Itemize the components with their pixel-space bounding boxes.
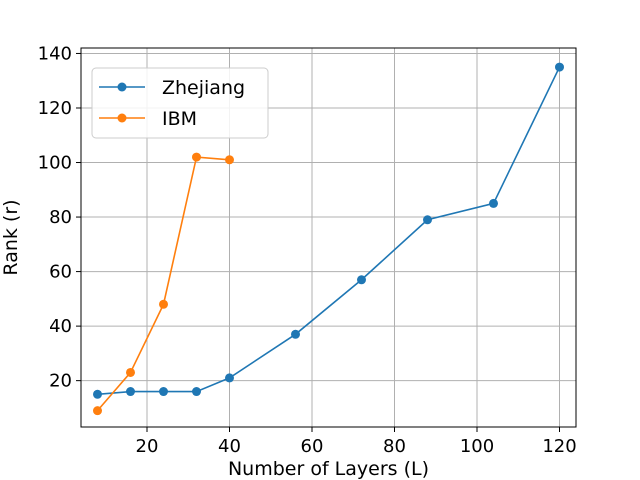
y-tick-label: 120	[38, 98, 72, 119]
x-tick-label: 120	[542, 436, 576, 457]
x-tick-label: 20	[136, 436, 159, 457]
x-axis-label: Number of Layers (L)	[228, 458, 429, 480]
legend-marker-zhejiang	[117, 82, 127, 92]
legend-marker-ibm	[117, 113, 127, 123]
data-point-ibm	[192, 152, 201, 162]
series-zhejiang	[93, 62, 564, 399]
ticks: 20 40 60 80 100 120 20 40 60 80 100 120 140	[38, 43, 577, 457]
y-tick-label: 60	[49, 262, 72, 283]
legend-item-zhejiang: Zhejiang	[99, 77, 245, 99]
y-tick-label: 20	[49, 371, 72, 392]
data-point-ibm	[93, 406, 102, 416]
grid	[81, 48, 576, 427]
y-tick-label: 40	[49, 316, 72, 337]
data-point-zhejiang	[225, 373, 234, 383]
data-point-zhejiang	[489, 198, 498, 208]
data-point-ibm	[126, 367, 135, 377]
data-point-zhejiang	[159, 387, 168, 397]
series-layer	[93, 62, 564, 416]
x-tick-label: 60	[301, 436, 324, 457]
data-point-zhejiang	[423, 215, 432, 225]
data-point-zhejiang	[93, 389, 102, 399]
legend-label-ibm: IBM	[162, 108, 197, 130]
data-point-zhejiang	[291, 329, 300, 339]
data-point-zhejiang	[192, 387, 201, 397]
legend: Zhejiang IBM	[91, 67, 269, 139]
data-point-zhejiang	[357, 275, 366, 285]
legend-label-zhejiang: Zhejiang	[162, 77, 245, 99]
x-tick-label: 80	[383, 436, 406, 457]
y-tick-label: 80	[49, 207, 72, 228]
data-point-zhejiang	[555, 62, 564, 72]
data-point-zhejiang	[126, 387, 135, 397]
plot-area-frame	[80, 47, 577, 428]
x-tick-label: 100	[460, 436, 494, 457]
y-tick-label: 140	[38, 43, 72, 64]
y-axis-label: Rank (r)	[0, 199, 22, 275]
legend-box	[91, 67, 269, 139]
data-point-ibm	[159, 299, 168, 309]
series-line-zhejiang	[97, 66, 561, 396]
series-ibm	[93, 152, 234, 416]
data-point-ibm	[225, 155, 234, 165]
y-tick-label: 100	[38, 153, 72, 174]
legend-item-ibm: IBM	[99, 108, 197, 130]
x-tick-label: 40	[218, 436, 241, 457]
